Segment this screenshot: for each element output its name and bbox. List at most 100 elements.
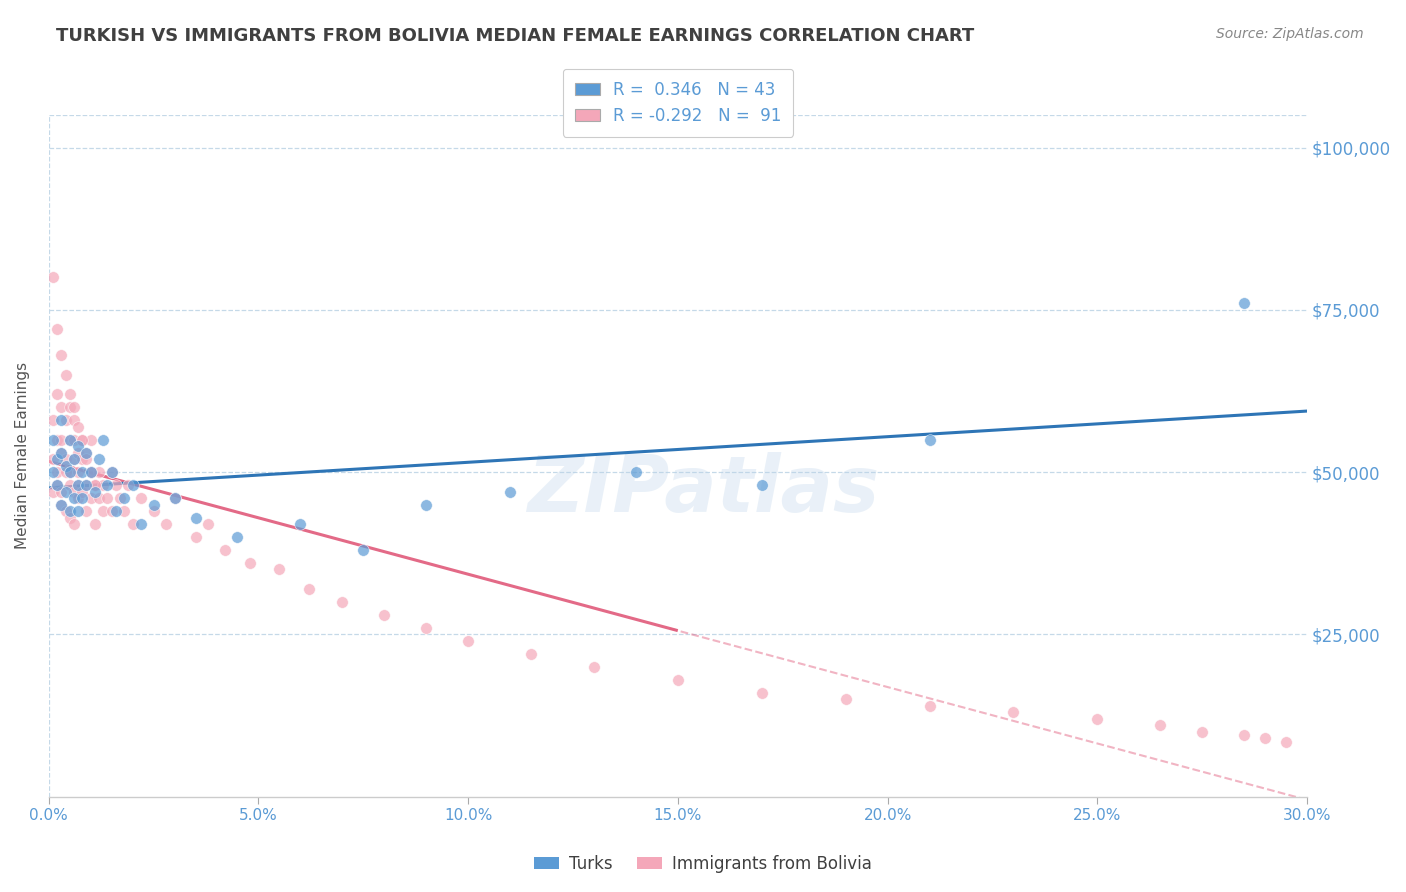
- Point: [1149, 718, 1171, 732]
- Point: [520, 647, 543, 661]
- Point: [46, 322, 69, 336]
- Point: [117, 478, 139, 492]
- Legend: R =  0.346   N = 43, R = -0.292   N =  91: R = 0.346 N = 43, R = -0.292 N = 91: [562, 69, 793, 136]
- Point: [51, 401, 73, 415]
- Point: [63, 433, 86, 447]
- Point: [129, 517, 152, 532]
- Point: [59, 433, 82, 447]
- Point: [163, 491, 186, 505]
- Point: [121, 517, 143, 532]
- Point: [63, 484, 86, 499]
- Point: [76, 478, 98, 492]
- Point: [80, 491, 103, 505]
- Point: [42, 433, 65, 447]
- Point: [72, 452, 94, 467]
- Point: [46, 387, 69, 401]
- Point: [91, 478, 114, 492]
- Point: [918, 433, 941, 447]
- Point: [142, 504, 165, 518]
- Point: [72, 484, 94, 499]
- Point: [100, 465, 122, 479]
- Point: [457, 633, 479, 648]
- Point: [666, 673, 689, 687]
- Point: [51, 413, 73, 427]
- Point: [51, 484, 73, 499]
- Text: TURKISH VS IMMIGRANTS FROM BOLIVIA MEDIAN FEMALE EARNINGS CORRELATION CHART: TURKISH VS IMMIGRANTS FROM BOLIVIA MEDIA…: [56, 27, 974, 45]
- Point: [76, 452, 98, 467]
- Point: [104, 478, 127, 492]
- Point: [42, 452, 65, 467]
- Point: [67, 465, 90, 479]
- Point: [87, 465, 110, 479]
- Point: [83, 478, 105, 492]
- Point: [46, 465, 69, 479]
- Point: [46, 452, 69, 467]
- Point: [112, 491, 135, 505]
- Point: [624, 465, 647, 479]
- Point: [91, 433, 114, 447]
- Point: [67, 445, 90, 459]
- Point: [59, 478, 82, 492]
- Point: [55, 458, 77, 473]
- Point: [226, 530, 249, 544]
- Point: [72, 491, 94, 505]
- Point: [104, 504, 127, 518]
- Point: [91, 504, 114, 518]
- Point: [499, 484, 522, 499]
- Point: [51, 445, 73, 459]
- Point: [1254, 731, 1277, 746]
- Point: [63, 401, 86, 415]
- Point: [163, 491, 186, 505]
- Y-axis label: Median Female Earnings: Median Female Earnings: [15, 362, 30, 549]
- Point: [184, 510, 207, 524]
- Point: [55, 465, 77, 479]
- Point: [72, 433, 94, 447]
- Point: [59, 504, 82, 518]
- Point: [80, 433, 103, 447]
- Point: [46, 478, 69, 492]
- Point: [121, 478, 143, 492]
- Point: [63, 452, 86, 467]
- Point: [59, 465, 82, 479]
- Point: [83, 517, 105, 532]
- Point: [184, 530, 207, 544]
- Point: [290, 517, 312, 532]
- Point: [415, 621, 437, 635]
- Point: [76, 445, 98, 459]
- Point: [59, 401, 82, 415]
- Point: [96, 491, 118, 505]
- Text: Source: ZipAtlas.com: Source: ZipAtlas.com: [1216, 27, 1364, 41]
- Point: [269, 562, 291, 576]
- Point: [67, 419, 90, 434]
- Point: [42, 270, 65, 285]
- Point: [80, 465, 103, 479]
- Point: [59, 433, 82, 447]
- Legend: Turks, Immigrants from Bolivia: Turks, Immigrants from Bolivia: [527, 848, 879, 880]
- Point: [1275, 734, 1298, 748]
- Point: [100, 465, 122, 479]
- Point: [80, 465, 103, 479]
- Point: [298, 582, 321, 596]
- Point: [1002, 706, 1025, 720]
- Point: [72, 465, 94, 479]
- Point: [63, 517, 86, 532]
- Point: [55, 484, 77, 499]
- Point: [142, 498, 165, 512]
- Point: [155, 517, 177, 532]
- Point: [55, 368, 77, 382]
- Point: [87, 491, 110, 505]
- Point: [51, 445, 73, 459]
- Point: [51, 433, 73, 447]
- Point: [751, 686, 773, 700]
- Point: [330, 595, 353, 609]
- Point: [918, 698, 941, 713]
- Point: [239, 556, 262, 570]
- Point: [214, 543, 236, 558]
- Text: ZIPatlas: ZIPatlas: [527, 452, 879, 528]
- Point: [42, 413, 65, 427]
- Point: [55, 504, 77, 518]
- Point: [67, 504, 90, 518]
- Point: [83, 478, 105, 492]
- Point: [67, 478, 90, 492]
- Point: [87, 452, 110, 467]
